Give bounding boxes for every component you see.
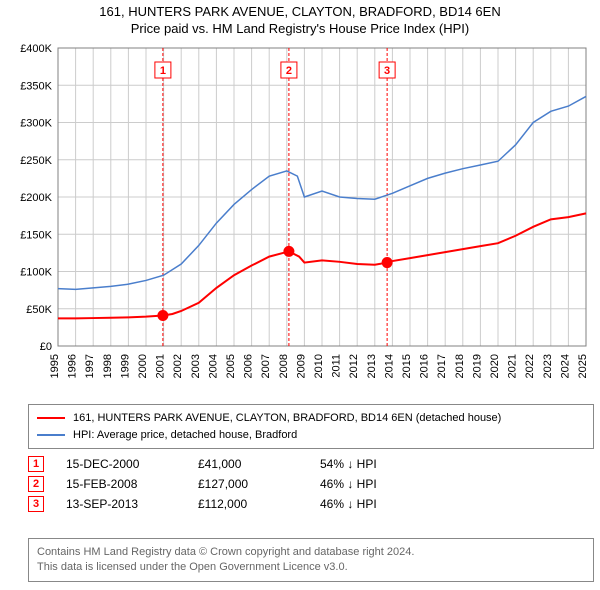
event-marker-2: 2 <box>28 476 44 492</box>
svg-text:2017: 2017 <box>436 354 448 378</box>
legend-item-hpi: HPI: Average price, detached house, Brad… <box>37 427 585 444</box>
svg-text:2012: 2012 <box>348 354 360 378</box>
event-delta-1: 54% ↓ HPI <box>320 457 377 471</box>
event-date-2: 15-FEB-2008 <box>66 477 176 491</box>
svg-text:1998: 1998 <box>102 354 114 378</box>
svg-text:2009: 2009 <box>295 354 307 378</box>
chart-title-line1: 161, HUNTERS PARK AVENUE, CLAYTON, BRADF… <box>0 0 600 21</box>
svg-text:2002: 2002 <box>172 354 184 378</box>
svg-text:2019: 2019 <box>471 354 483 378</box>
svg-text:2018: 2018 <box>454 354 466 378</box>
svg-text:2013: 2013 <box>366 354 378 378</box>
svg-text:2000: 2000 <box>137 354 149 378</box>
svg-text:2025: 2025 <box>577 354 589 378</box>
svg-text:2010: 2010 <box>313 354 325 378</box>
svg-text:£350K: £350K <box>20 80 52 92</box>
svg-text:£300K: £300K <box>20 118 52 130</box>
event-row-1: 1 15-DEC-2000 £41,000 54% ↓ HPI <box>28 456 377 472</box>
svg-text:1995: 1995 <box>49 354 61 378</box>
event-row-3: 3 13-SEP-2013 £112,000 46% ↓ HPI <box>28 496 377 512</box>
event-row-2: 2 15-FEB-2008 £127,000 46% ↓ HPI <box>28 476 377 492</box>
svg-text:2003: 2003 <box>190 354 202 378</box>
svg-text:2016: 2016 <box>419 354 431 378</box>
svg-text:2023: 2023 <box>542 354 554 378</box>
svg-text:2: 2 <box>286 65 292 77</box>
event-delta-2: 46% ↓ HPI <box>320 477 377 491</box>
svg-text:2022: 2022 <box>524 354 536 378</box>
svg-text:£200K: £200K <box>20 192 52 204</box>
event-delta-3: 46% ↓ HPI <box>320 497 377 511</box>
event-price-1: £41,000 <box>198 457 298 471</box>
footer-line-2: This data is licensed under the Open Gov… <box>37 560 585 575</box>
svg-text:2005: 2005 <box>225 354 237 378</box>
svg-text:2001: 2001 <box>155 354 167 378</box>
svg-text:2011: 2011 <box>331 354 343 378</box>
svg-text:1996: 1996 <box>67 354 79 378</box>
legend-swatch-property <box>37 417 65 419</box>
svg-text:£50K: £50K <box>26 304 52 316</box>
footer-box: Contains HM Land Registry data © Crown c… <box>28 538 594 582</box>
event-price-3: £112,000 <box>198 497 298 511</box>
event-price-2: £127,000 <box>198 477 298 491</box>
legend-item-property: 161, HUNTERS PARK AVENUE, CLAYTON, BRADF… <box>37 410 585 427</box>
svg-text:2020: 2020 <box>489 354 501 378</box>
svg-text:2007: 2007 <box>260 354 272 378</box>
svg-text:£250K: £250K <box>20 155 52 167</box>
event-marker-3: 3 <box>28 496 44 512</box>
svg-text:£400K: £400K <box>20 43 52 55</box>
legend-label-property: 161, HUNTERS PARK AVENUE, CLAYTON, BRADF… <box>73 410 501 427</box>
svg-text:2008: 2008 <box>278 354 290 378</box>
svg-text:£0: £0 <box>40 341 52 353</box>
legend-box: 161, HUNTERS PARK AVENUE, CLAYTON, BRADF… <box>28 404 594 449</box>
legend-label-hpi: HPI: Average price, detached house, Brad… <box>73 427 297 444</box>
footer-line-1: Contains HM Land Registry data © Crown c… <box>37 545 585 560</box>
price-chart: £0 £50K £100K £150K £200K £250K £300K £350K £400… <box>10 42 592 394</box>
chart-title-line2: Price paid vs. HM Land Registry's House … <box>0 21 600 38</box>
svg-text:1: 1 <box>160 65 166 77</box>
svg-text:2024: 2024 <box>559 354 571 378</box>
svg-text:2015: 2015 <box>401 354 413 378</box>
svg-text:2021: 2021 <box>507 354 519 378</box>
svg-text:1999: 1999 <box>119 354 131 378</box>
events-table: 1 15-DEC-2000 £41,000 54% ↓ HPI 2 15-FEB… <box>28 452 377 516</box>
svg-text:1997: 1997 <box>84 354 96 378</box>
event-marker-1: 1 <box>28 456 44 472</box>
svg-text:2004: 2004 <box>207 354 219 378</box>
svg-text:£150K: £150K <box>20 229 52 241</box>
legend-swatch-hpi <box>37 434 65 436</box>
svg-text:2006: 2006 <box>243 354 255 378</box>
svg-text:2014: 2014 <box>383 354 395 378</box>
event-date-3: 13-SEP-2013 <box>66 497 176 511</box>
svg-text:3: 3 <box>384 65 390 77</box>
event-date-1: 15-DEC-2000 <box>66 457 176 471</box>
svg-text:£100K: £100K <box>20 267 52 279</box>
